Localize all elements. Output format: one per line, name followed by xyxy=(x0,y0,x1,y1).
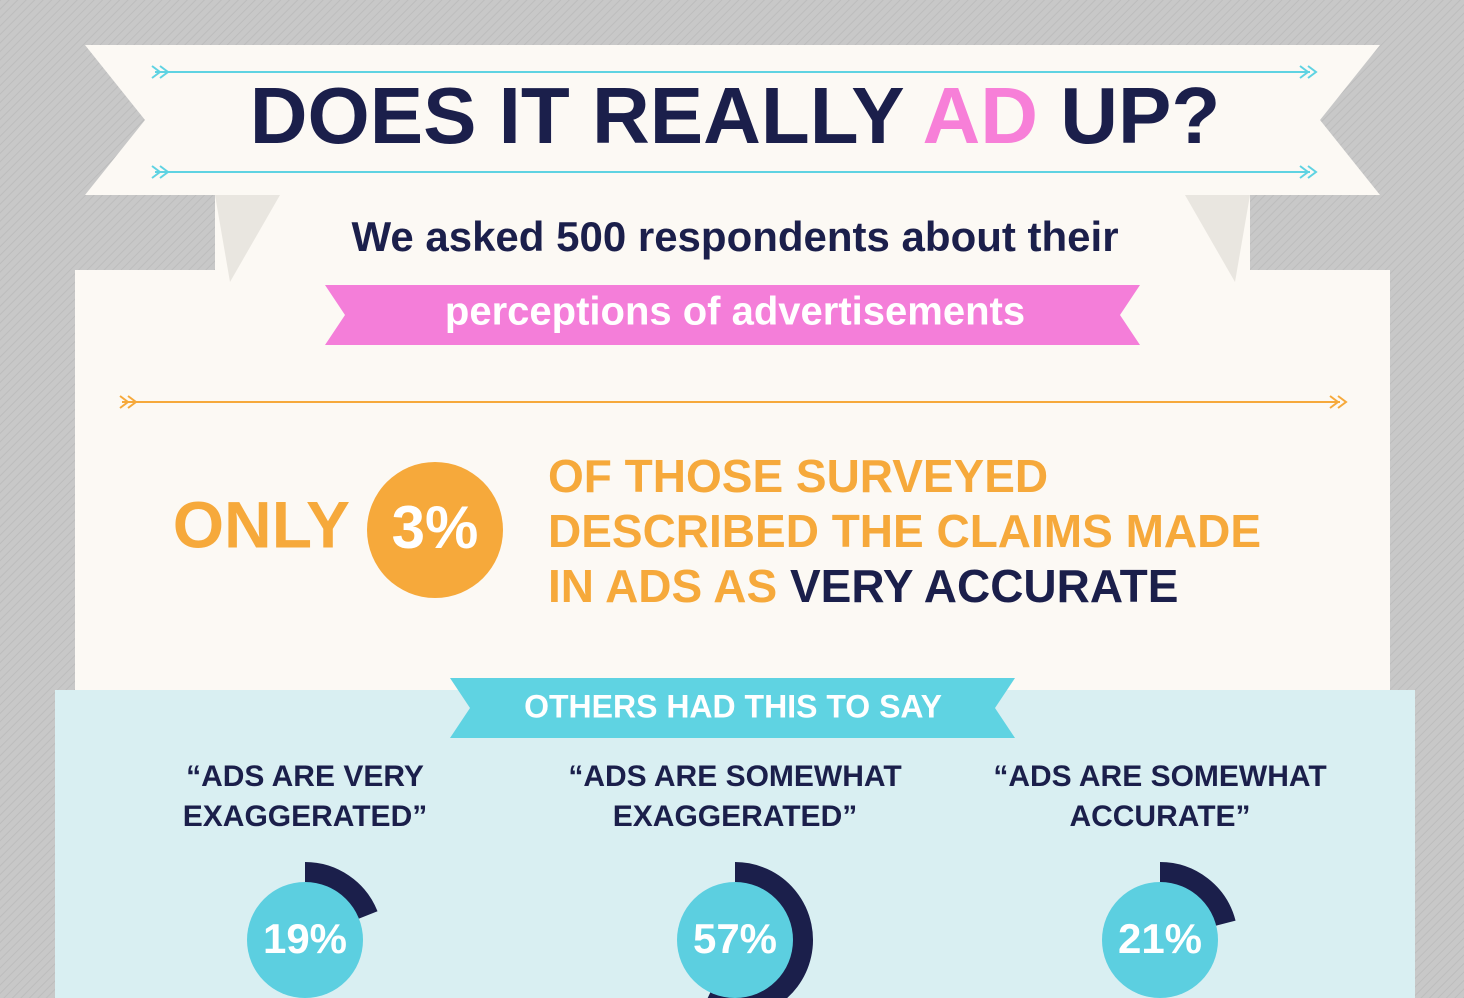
category-label: EXAGGERATED” xyxy=(183,800,427,833)
callout-figure: 3% xyxy=(392,494,479,561)
category-label: “ADS ARE SOMEWHAT xyxy=(568,760,901,793)
arrow-decoration xyxy=(151,65,1318,179)
category-label: “ADS ARE SOMEWHAT xyxy=(993,760,1326,793)
category-label: EXAGGERATED” xyxy=(613,800,857,833)
callout-text: IN ADS AS xyxy=(548,560,777,612)
divider xyxy=(119,395,1348,409)
callout-text: IN ADS AS VERY ACCURATE xyxy=(548,560,1178,612)
value-label: 19% xyxy=(263,915,347,962)
callout-text: OF THOSE SURVEYED xyxy=(548,450,1048,502)
ribbon-fold xyxy=(1185,195,1250,282)
title-text: UP? xyxy=(1060,71,1220,160)
title-ribbon xyxy=(85,45,1380,195)
donut-arc xyxy=(1159,862,1236,927)
title-text: DOES IT REALLY xyxy=(250,71,905,160)
subtitle-ribbon xyxy=(215,195,1250,282)
pink-ribbon xyxy=(325,285,1140,345)
value-label: 57% xyxy=(693,915,777,962)
value-label: 21% xyxy=(1118,915,1202,962)
title-highlight: AD xyxy=(922,71,1038,160)
callout-text: DESCRIBED THE CLAIMS MADE xyxy=(548,505,1261,557)
donut-center xyxy=(1102,882,1218,998)
callout-emphasis: VERY ACCURATE xyxy=(790,560,1178,612)
title: DOES IT REALLY AD UP? xyxy=(250,71,1221,160)
category-label: ACCURATE” xyxy=(1069,800,1250,833)
donut-center xyxy=(247,882,363,998)
subtitle-highlight: perceptions of advertisements xyxy=(445,290,1025,334)
subtitle: We asked 500 respondents about their xyxy=(351,213,1118,260)
donut-arc xyxy=(304,862,378,920)
callout-lead: ONLY xyxy=(173,487,350,561)
donut-charts: “ADS ARE VERY EXAGGERATED” 19% “ADS ARE SOM… xyxy=(183,760,1327,998)
category-label: “ADS ARE VERY xyxy=(186,760,424,793)
section-ribbon xyxy=(450,678,1015,738)
section-label: OTHERS HAD THIS TO SAY xyxy=(524,688,942,724)
donut-center xyxy=(677,882,793,998)
donut-arc xyxy=(707,862,813,998)
callout-circle xyxy=(367,462,503,598)
ribbon-fold xyxy=(215,195,280,282)
